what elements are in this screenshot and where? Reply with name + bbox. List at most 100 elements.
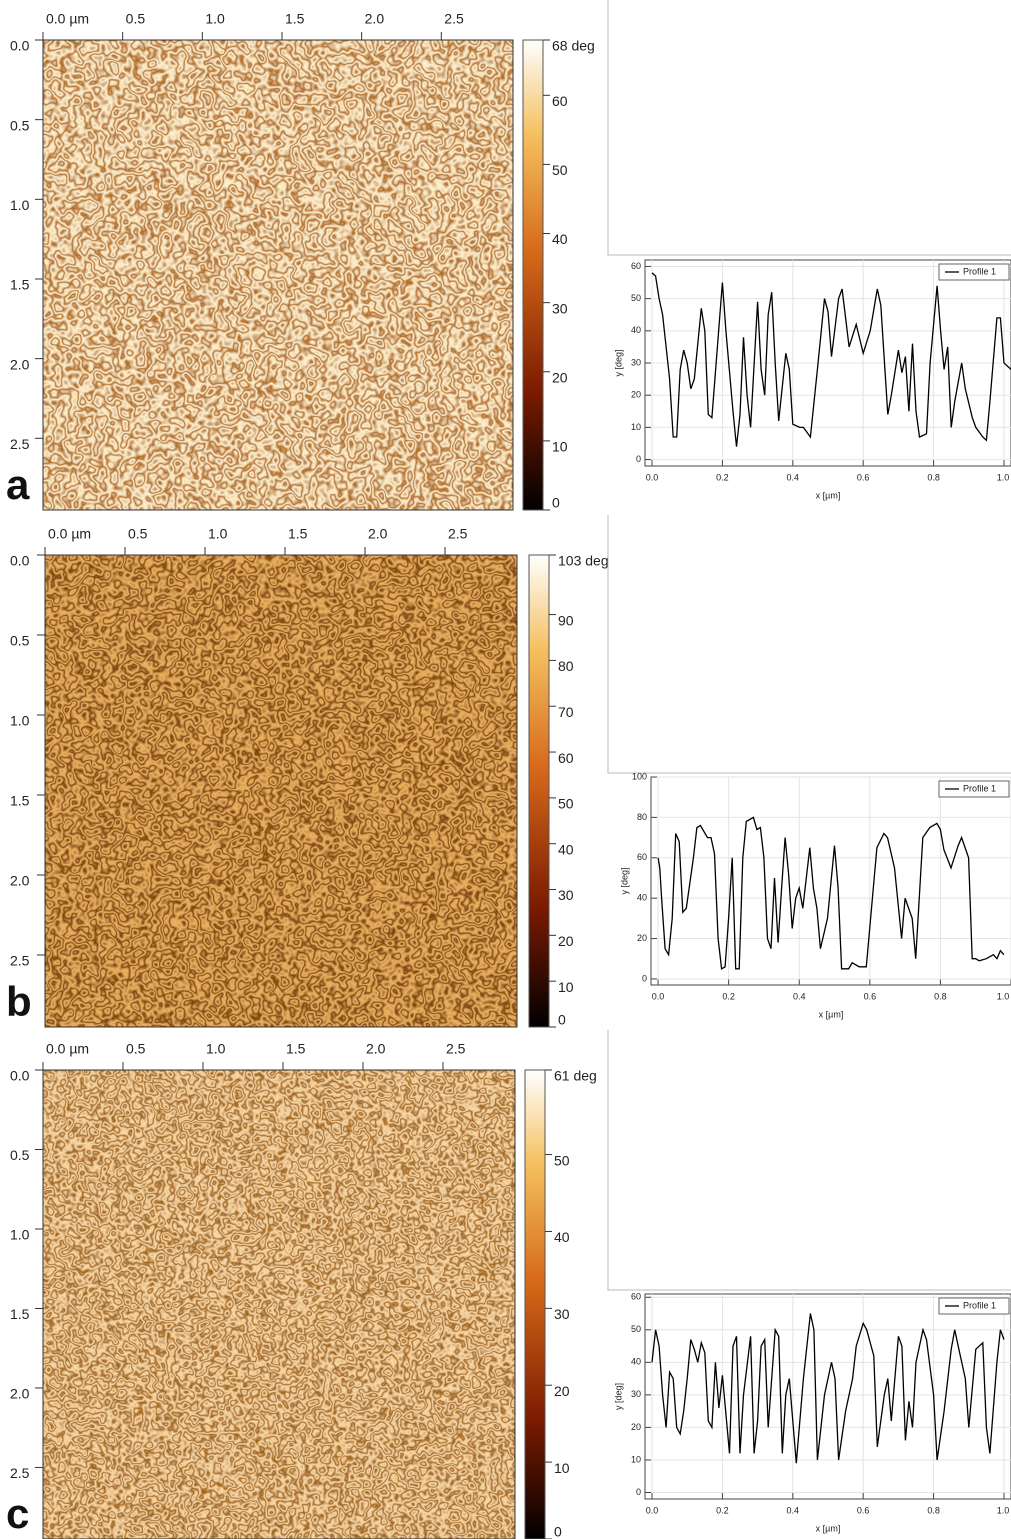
panel-letter: a <box>6 461 30 508</box>
x-tick-label: 0.5 <box>126 1041 146 1057</box>
colorbar <box>528 554 550 1028</box>
profile-chart: 0.0 0.2 0.4 0.6 0.8 1.0 0 20 40 60 80 100 x [µm] y [d… <box>619 771 1011 1019</box>
colorbar-tick-label: 10 <box>554 1460 570 1476</box>
y-tick-label: 20 <box>637 933 647 943</box>
colorbar-tick-label: 60 <box>552 93 568 109</box>
y-tick-label: 2.0 <box>10 873 30 889</box>
colorbar-tick-label: 0 <box>554 1524 562 1539</box>
y-tick-label: 60 <box>637 852 647 862</box>
y-tick-label: 1.5 <box>10 793 30 809</box>
viewer-border <box>607 515 1011 774</box>
profile-chart: 0.0 0.2 0.4 0.6 0.8 1.0 0 10 20 30 40 50 60 x [µm] y [… <box>613 259 1011 500</box>
colorbar-tick-label: 70 <box>558 704 574 720</box>
y-tick-label: 50 <box>631 1324 641 1334</box>
afm-image <box>43 1070 515 1539</box>
y-tick-label: 100 <box>632 771 647 781</box>
x-tick-label: 2.0 <box>365 11 385 27</box>
colorbar-tick-label: 10 <box>552 439 568 455</box>
colorbar-tick-label: 40 <box>558 841 574 857</box>
y-tick-label: 10 <box>631 1454 641 1464</box>
panel-letter: c <box>6 1490 29 1537</box>
x-tick-label: 0.0 µm <box>46 1041 89 1057</box>
afm-panel: 0.0 µm 0.5 1.0 1.5 2.0 2.5 0.0 0.5 1.0 1.5 2.0 2.5 c… <box>6 1030 1011 1539</box>
image-frame <box>42 39 514 511</box>
y-tick-label: 10 <box>631 422 641 432</box>
x-tick-label: 1.0 <box>206 1041 226 1057</box>
colorbar-tick-label: 80 <box>558 658 574 674</box>
x-tick-label: 0.6 <box>864 991 877 1001</box>
colorbar-tick-label: 60 <box>558 750 574 766</box>
y-tick-label: 50 <box>631 293 641 303</box>
panel-letter: b <box>6 978 32 1025</box>
colorbar-tick-label: 103 deg <box>558 553 609 569</box>
colorbar-tick-label: 0 <box>552 495 560 511</box>
y-tick-label: 1.5 <box>10 277 30 293</box>
x-axis-label: x [µm] <box>819 1009 844 1019</box>
colorbar-tick-label: 30 <box>552 300 568 316</box>
afm-image <box>43 40 513 510</box>
y-tick-label: 0.0 <box>10 553 30 569</box>
x-tick-label: 1.0 <box>997 472 1010 482</box>
plot-area <box>644 1293 1011 1500</box>
colorbar-tick-label: 20 <box>552 369 568 385</box>
y-tick-label: 40 <box>631 325 641 335</box>
profile-line <box>651 272 1011 447</box>
image-frame <box>42 1069 516 1539</box>
legend-label: Profile 1 <box>963 1300 996 1310</box>
x-tick-label: 0.0 <box>646 1505 659 1515</box>
x-tick-label: 0.4 <box>787 472 800 482</box>
afm-panel: 0.0 µm 0.5 1.0 1.5 2.0 2.5 0.0 0.5 1.0 1.5 2.0 2.5 b… <box>6 515 1011 1028</box>
x-tick-label: 2.0 <box>366 1041 386 1057</box>
colorbar-tick-label: 30 <box>558 887 574 903</box>
y-axis-label: y [deg] <box>613 1383 623 1410</box>
colorbar-tick-label: 0 <box>558 1012 566 1028</box>
colorbar <box>524 1069 546 1539</box>
y-tick-label: 30 <box>631 1389 641 1399</box>
x-tick-label: 1.0 <box>208 526 228 542</box>
x-tick-label: 0.2 <box>722 991 735 1001</box>
x-tick-label: 0.6 <box>857 472 870 482</box>
colorbar <box>522 39 544 511</box>
colorbar-tick-label: 10 <box>558 979 574 995</box>
viewer-border <box>607 0 1011 256</box>
x-tick-label: 1.0 <box>997 1505 1010 1515</box>
colorbar-tick-label: 50 <box>558 796 574 812</box>
y-tick-label: 20 <box>631 1422 641 1432</box>
colorbar-tick-label: 40 <box>554 1229 570 1245</box>
afm-image <box>45 555 517 1027</box>
y-tick-label: 80 <box>637 812 647 822</box>
x-tick-label: 0.8 <box>927 472 940 482</box>
y-axis-label: y [deg] <box>613 349 623 376</box>
y-tick-label: 2.5 <box>10 436 30 452</box>
y-tick-label: 0 <box>642 973 647 983</box>
y-tick-label: 0.0 <box>10 38 30 54</box>
legend-box <box>938 1297 1010 1315</box>
colorbar-tick-label: 61 deg <box>554 1068 597 1084</box>
x-tick-label: 2.5 <box>446 1041 466 1057</box>
legend-box <box>938 263 1010 281</box>
colorbar-tick-label: 20 <box>558 933 574 949</box>
y-tick-label: 1.0 <box>10 197 30 213</box>
y-tick-label: 0.5 <box>10 1147 30 1163</box>
colorbar-tick-label: 20 <box>554 1383 570 1399</box>
y-tick-label: 2.0 <box>10 356 30 372</box>
y-tick-label: 1.0 <box>10 713 30 729</box>
y-axis-label: y [deg] <box>619 867 629 894</box>
profile-line <box>657 816 1005 970</box>
x-tick-label: 1.0 <box>997 991 1010 1001</box>
profile-chart: 0.0 0.2 0.4 0.6 0.8 1.0 0 10 20 30 40 50 60 x [µm] y [… <box>613 1292 1011 1533</box>
colorbar-tick-label: 50 <box>552 162 568 178</box>
profile-line <box>651 1313 1005 1464</box>
y-tick-label: 0 <box>636 1487 641 1497</box>
x-tick-label: 0.4 <box>793 991 806 1001</box>
legend-box <box>938 780 1010 798</box>
x-tick-label: 0.5 <box>128 526 148 542</box>
colorbar-tick-label: 68 deg <box>552 38 595 54</box>
colorbar-tick-label: 90 <box>558 612 574 628</box>
colorbar-tick-label: 40 <box>552 231 568 247</box>
x-tick-label: 0.0 µm <box>46 11 89 27</box>
y-tick-label: 40 <box>631 1357 641 1367</box>
y-tick-label: 30 <box>631 357 641 367</box>
